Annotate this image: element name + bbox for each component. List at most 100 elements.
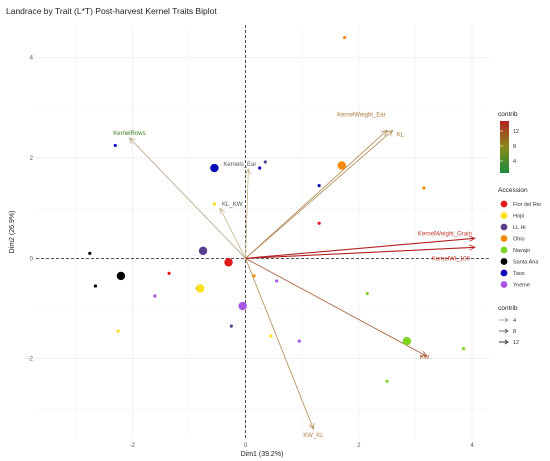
contrib-arrow-legend-head xyxy=(504,339,510,345)
contrib-arrow-legend: contrib 4 8 12 xyxy=(498,305,519,346)
contrib-gradient-label: 8 xyxy=(513,144,516,150)
y-tick-label: 0 xyxy=(30,256,34,262)
accession-legend-swatch xyxy=(500,269,508,277)
data-point xyxy=(402,336,412,346)
contrib-gradient-legend: contrib 12 8 4 xyxy=(498,111,519,173)
variable-labels: KernelRows Kernels_Ear KL_KW KernelWeight_E… xyxy=(113,112,472,439)
variable-arrow-head xyxy=(219,207,226,215)
x-tick-label: 4 xyxy=(470,443,474,449)
data-point xyxy=(317,183,321,188)
data-point xyxy=(343,35,347,40)
variable-arrow xyxy=(245,258,314,430)
data-point xyxy=(229,324,233,328)
accession-legend-swatch xyxy=(500,212,508,219)
accession-legend-swatch xyxy=(500,223,508,231)
data-point xyxy=(263,160,267,164)
data-point xyxy=(269,334,273,338)
grid-lines xyxy=(36,25,489,439)
accession-legend-swatch xyxy=(500,235,508,242)
y-tick-label: 4 xyxy=(30,56,34,62)
variable-arrow xyxy=(245,130,388,259)
variable-label: KW_KL xyxy=(303,433,324,439)
variable-arrow xyxy=(245,130,393,259)
accession-legend-label: Yoeme xyxy=(513,283,530,289)
data-point xyxy=(116,271,126,281)
contrib-gradient-label: 12 xyxy=(513,129,519,135)
variable-arrow-head xyxy=(386,129,394,137)
plot-panel xyxy=(36,25,489,439)
data-point xyxy=(210,163,219,173)
data-point xyxy=(224,258,233,267)
contrib-arrow-legend-label: 4 xyxy=(513,318,516,324)
chart-title: Landrace by Trait (L*T) Post-harvest Ker… xyxy=(6,6,217,16)
variable-arrow-head xyxy=(308,422,315,430)
accession-legend-swatch xyxy=(500,246,508,254)
data-point xyxy=(275,279,279,283)
accession-legend-label: Flor del Rio xyxy=(513,202,541,208)
contrib-arrow-legend-head xyxy=(504,317,509,323)
x-tick-label: 2 xyxy=(357,443,361,449)
data-point xyxy=(385,379,389,383)
variable-arrow-head xyxy=(381,129,388,137)
data-point xyxy=(238,301,247,311)
reference-lines xyxy=(36,25,489,439)
y-tick-label: 2 xyxy=(30,156,34,162)
data-point xyxy=(116,329,120,333)
accession-legend-title: Accession xyxy=(498,187,528,194)
data-point xyxy=(93,284,98,288)
accession-legend: Accession Flor del Rio Hopi LL Hi Ohio Navajo… xyxy=(498,187,541,289)
variable-label: KernelWeight_Ear xyxy=(337,112,386,118)
contrib-arrow-legend-label: 12 xyxy=(513,340,519,346)
variable-arrow xyxy=(245,257,427,357)
x-tick-label: -2 xyxy=(130,443,136,449)
accession-legend-label: Taos xyxy=(513,271,525,277)
data-point xyxy=(317,221,321,225)
x-axis-ticks: -2 0 2 4 xyxy=(130,443,475,449)
variable-arrow xyxy=(129,137,246,259)
data-point xyxy=(167,271,171,275)
variable-arrow xyxy=(245,246,475,259)
variable-arrow-head xyxy=(128,137,136,144)
variable-arrow xyxy=(245,169,249,259)
data-point xyxy=(252,274,256,278)
variable-arrow-head xyxy=(420,351,428,357)
contrib-arrow-legend-head xyxy=(504,328,509,334)
variable-label: KL xyxy=(397,132,405,138)
data-point xyxy=(365,291,369,296)
y-axis-label: Dim2 (26.9%) xyxy=(9,211,16,254)
variable-label: KernelWeight_Grain xyxy=(418,231,472,237)
data-point xyxy=(113,143,117,148)
x-axis-label: Dim1 (39.2%) xyxy=(241,451,284,458)
data-point xyxy=(153,294,157,298)
variable-label: KernelRows xyxy=(113,131,145,137)
data-point xyxy=(422,186,426,190)
contrib-legend-title: contrib xyxy=(498,111,518,118)
variable-label: KL_KW xyxy=(222,202,243,208)
contrib-arrow-legend-title: contrib xyxy=(498,305,518,312)
variable-arrow-head xyxy=(245,168,252,175)
data-point xyxy=(198,246,208,256)
data-point xyxy=(461,347,466,351)
variable-arrow-head xyxy=(469,244,476,251)
x-tick-label: 0 xyxy=(244,443,248,449)
data-point xyxy=(88,251,92,255)
variable-label: KernelWt_100 xyxy=(432,256,471,262)
y-axis-ticks: -2 0 2 4 xyxy=(28,56,34,363)
variable-arrow xyxy=(219,207,246,259)
contrib-gradient-bar xyxy=(500,121,509,173)
accession-legend-swatch xyxy=(500,200,508,208)
contrib-gradient-label: 4 xyxy=(513,159,516,165)
data-point xyxy=(297,339,301,343)
variable-label: Kernels_Ear xyxy=(223,162,256,168)
accession-legend-label: Santa Ana xyxy=(513,260,539,266)
data-point xyxy=(337,161,346,170)
variable-arrow-head xyxy=(469,235,476,242)
accession-points xyxy=(88,35,466,383)
variable-arrow xyxy=(245,237,475,259)
data-point xyxy=(212,202,216,206)
accession-legend-swatch xyxy=(500,258,508,265)
contrib-arrow-legend-label: 8 xyxy=(513,329,516,335)
variable-arrows xyxy=(128,129,476,430)
data-point xyxy=(258,166,262,170)
